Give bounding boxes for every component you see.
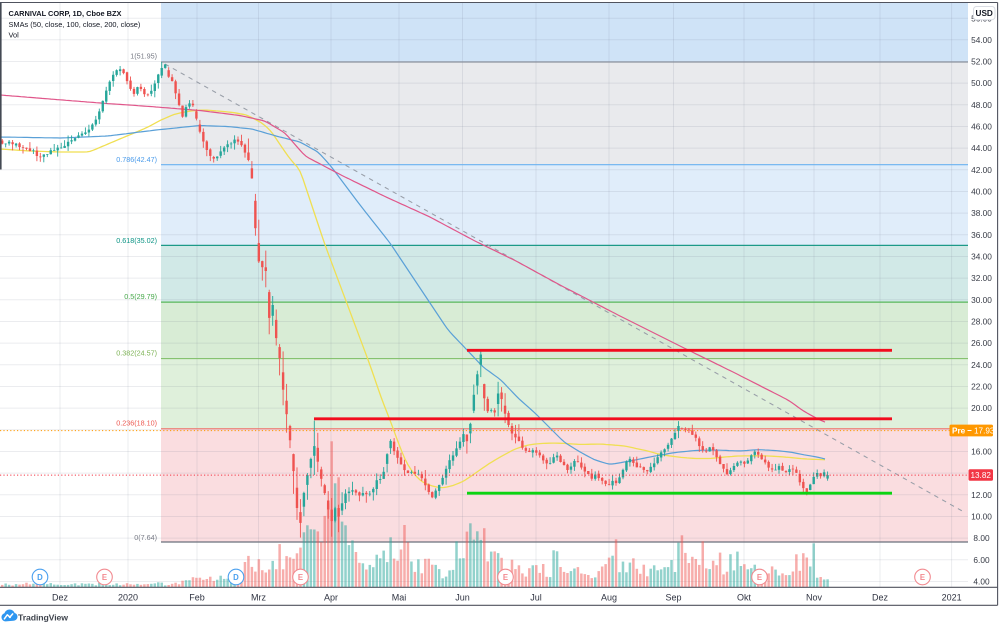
svg-text:28.00: 28.00 — [971, 317, 992, 327]
svg-text:10.00: 10.00 — [971, 512, 992, 522]
svg-text:38.00: 38.00 — [971, 208, 992, 218]
svg-text:Nov: Nov — [806, 592, 823, 602]
svg-text:Feb: Feb — [189, 592, 205, 602]
svg-text:D: D — [37, 573, 43, 582]
svg-text:8.00: 8.00 — [973, 533, 990, 543]
svg-text:D: D — [233, 573, 239, 582]
svg-text:Apr: Apr — [324, 592, 338, 602]
svg-text:48.00: 48.00 — [971, 100, 992, 110]
svg-text:4.00: 4.00 — [973, 577, 990, 587]
svg-text:0.618(35.02): 0.618(35.02) — [116, 236, 157, 245]
svg-text:32.00: 32.00 — [971, 273, 992, 283]
svg-text:24.00: 24.00 — [971, 360, 992, 370]
svg-text:42.00: 42.00 — [971, 165, 992, 175]
svg-text:E: E — [298, 573, 303, 582]
svg-text:0(7.64): 0(7.64) — [134, 533, 157, 542]
svg-text:40.00: 40.00 — [971, 187, 992, 197]
svg-text:54.00: 54.00 — [971, 35, 992, 45]
svg-text:0.382(24.57): 0.382(24.57) — [116, 348, 157, 357]
svg-text:30.00: 30.00 — [971, 295, 992, 305]
svg-text:0.5(29.79): 0.5(29.79) — [124, 292, 157, 301]
svg-text:12.00: 12.00 — [971, 490, 992, 500]
svg-text:E: E — [920, 573, 925, 582]
svg-text:E: E — [102, 573, 107, 582]
svg-text:E: E — [757, 573, 762, 582]
svg-text:Dez: Dez — [872, 592, 889, 602]
svg-text:16.00: 16.00 — [971, 447, 992, 457]
svg-text:46.00: 46.00 — [971, 122, 992, 132]
svg-text:0.786(42.47): 0.786(42.47) — [116, 155, 157, 164]
svg-text:Sep: Sep — [665, 592, 681, 602]
svg-text:Aug: Aug — [601, 592, 617, 602]
svg-text:20.00: 20.00 — [971, 403, 992, 413]
svg-text:2020: 2020 — [118, 592, 138, 602]
svg-text:26.00: 26.00 — [971, 338, 992, 348]
svg-text:Vol: Vol — [9, 30, 20, 39]
svg-text:13.82: 13.82 — [970, 471, 991, 480]
svg-text:2021: 2021 — [942, 592, 962, 602]
svg-text:USD: USD — [976, 9, 993, 18]
svg-text:E: E — [503, 573, 508, 582]
svg-text:Pre: Pre — [952, 427, 966, 436]
svg-text:Okt: Okt — [737, 592, 752, 602]
svg-text:50.00: 50.00 — [971, 78, 992, 88]
svg-text:Jul: Jul — [530, 592, 542, 602]
svg-text:CARNIVAL CORP, 1D, Cboe BZX: CARNIVAL CORP, 1D, Cboe BZX — [9, 9, 122, 18]
svg-text:0.236(18.10): 0.236(18.10) — [116, 418, 157, 427]
svg-text:Jun: Jun — [455, 592, 470, 602]
svg-text:TradingView: TradingView — [18, 612, 68, 622]
svg-text:52.00: 52.00 — [971, 57, 992, 67]
svg-text:Mai: Mai — [392, 592, 407, 602]
svg-text:1(51.95): 1(51.95) — [130, 51, 157, 60]
svg-text:17.93: 17.93 — [974, 427, 995, 436]
svg-text:SMAs (50, close, 100, close, 2: SMAs (50, close, 100, close, 200, close) — [9, 20, 141, 29]
svg-text:6.00: 6.00 — [973, 555, 990, 565]
svg-text:22.00: 22.00 — [971, 382, 992, 392]
svg-text:Dez: Dez — [52, 592, 69, 602]
svg-text:36.00: 36.00 — [971, 230, 992, 240]
svg-text:Mrz: Mrz — [251, 592, 266, 602]
svg-text:34.00: 34.00 — [971, 252, 992, 262]
svg-text:44.00: 44.00 — [971, 143, 992, 153]
